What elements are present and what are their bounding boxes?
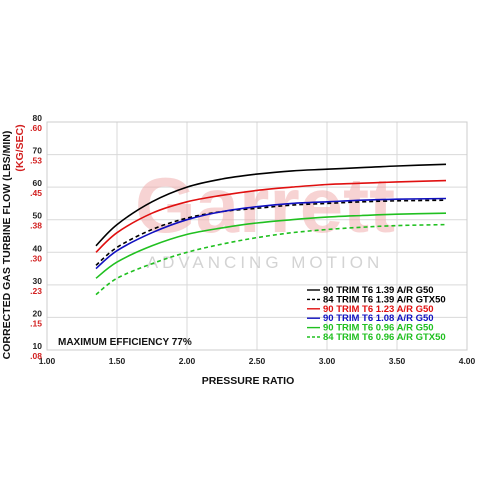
x-tick-label: 1.00 xyxy=(39,356,56,366)
y-tick-labels: 10 20 30 40 50 60 70 80 xyxy=(33,113,43,351)
y-secondary-tick-label: .30 xyxy=(30,253,42,263)
x-tick-label: 2.50 xyxy=(249,356,266,366)
watermark-tagline: ADVANCING MOTION xyxy=(147,253,384,272)
series-line-4 xyxy=(95,197,447,270)
series-line-5 xyxy=(95,212,447,279)
series-line-2 xyxy=(95,199,447,266)
x-axis-title: PRESSURE RATIO xyxy=(202,375,295,387)
y-axis-title: CORRECTED GAS TURBINE FLOW (LBS/MIN) xyxy=(1,131,13,360)
legend-label: 90 TRIM T6 1.08 A/R G50 xyxy=(323,313,434,324)
legend-label: 90 TRIM T6 1.23 A/R G50 xyxy=(323,304,434,315)
y-tick-label: 80 xyxy=(33,113,43,123)
y-secondary-tick-labels: .08 .15 .23 .30 .38 .45 .53 .60 xyxy=(30,123,42,361)
y-secondary-tick-label: .45 xyxy=(30,188,42,198)
x-tick-label: 2.00 xyxy=(179,356,196,366)
y-tick-label: 50 xyxy=(33,211,43,221)
x-tick-label: 1.50 xyxy=(109,356,126,366)
x-tick-label: 3.50 xyxy=(389,356,406,366)
series-line-3 xyxy=(95,179,447,253)
y-tick-label: 70 xyxy=(33,146,43,156)
y-secondary-tick-label: .08 xyxy=(30,351,42,361)
y-secondary-tick-label: .23 xyxy=(30,286,42,296)
y-axis-title-secondary: (KG/SEC) xyxy=(14,124,26,171)
max-efficiency-annotation: MAXIMUM EFFICIENCY 77% xyxy=(58,337,192,348)
y-tick-label: 20 xyxy=(33,308,43,318)
y-tick-label: 10 xyxy=(33,341,43,351)
y-secondary-tick-label: .38 xyxy=(30,221,42,231)
series-line-6 xyxy=(95,223,447,296)
plot-frame xyxy=(46,121,468,351)
x-tick-label: 4.00 xyxy=(459,356,476,366)
y-tick-label: 30 xyxy=(33,276,43,286)
x-tick-label: 3.00 xyxy=(319,356,336,366)
legend-label: 84 TRIM T6 1.39 A/R GTX50 xyxy=(323,294,446,305)
legend-label: 84 TRIM T6 0.96 A/R GTX50 xyxy=(323,332,446,343)
y-secondary-tick-label: .53 xyxy=(30,156,42,166)
series-layer xyxy=(95,163,447,296)
series-line-1 xyxy=(95,163,447,247)
legend-label: 90 TRIM T6 0.96 A/R G50 xyxy=(323,323,434,334)
y-secondary-tick-label: .15 xyxy=(30,318,42,328)
y-tick-label: 60 xyxy=(33,178,43,188)
y-tick-label: 40 xyxy=(33,243,43,253)
legend-label: 90 TRIM T6 1.39 A/R G50 xyxy=(323,285,434,296)
x-tick-labels: 1.00 1.50 2.00 2.50 3.00 3.50 4.00 xyxy=(39,356,476,366)
y-secondary-tick-label: .60 xyxy=(30,123,42,133)
grid-lines xyxy=(46,121,468,351)
